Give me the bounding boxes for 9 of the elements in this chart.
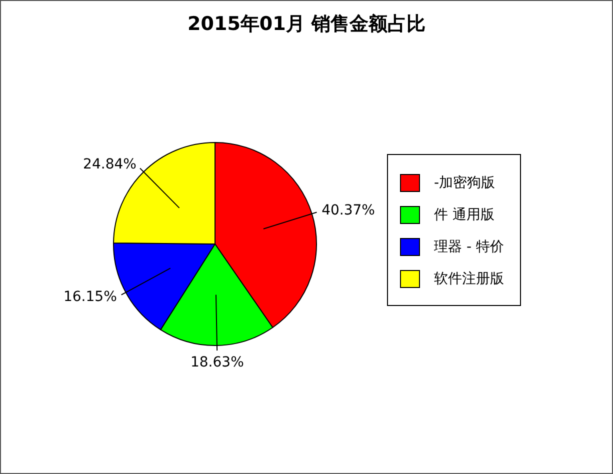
data-label: 16.15%: [63, 288, 117, 305]
data-label: 18.63%: [190, 354, 244, 370]
legend-label: 软件注册版: [434, 270, 504, 288]
legend-label: 理器 - 特价: [434, 238, 504, 256]
data-label: 40.37%: [322, 202, 375, 218]
chart-title: 2015年01月 销售金额占比: [186, 12, 426, 37]
data-label: 24.84%: [83, 156, 136, 172]
legend-label: 件 通用版: [434, 206, 494, 224]
legend-label: -加密狗版: [434, 174, 496, 192]
